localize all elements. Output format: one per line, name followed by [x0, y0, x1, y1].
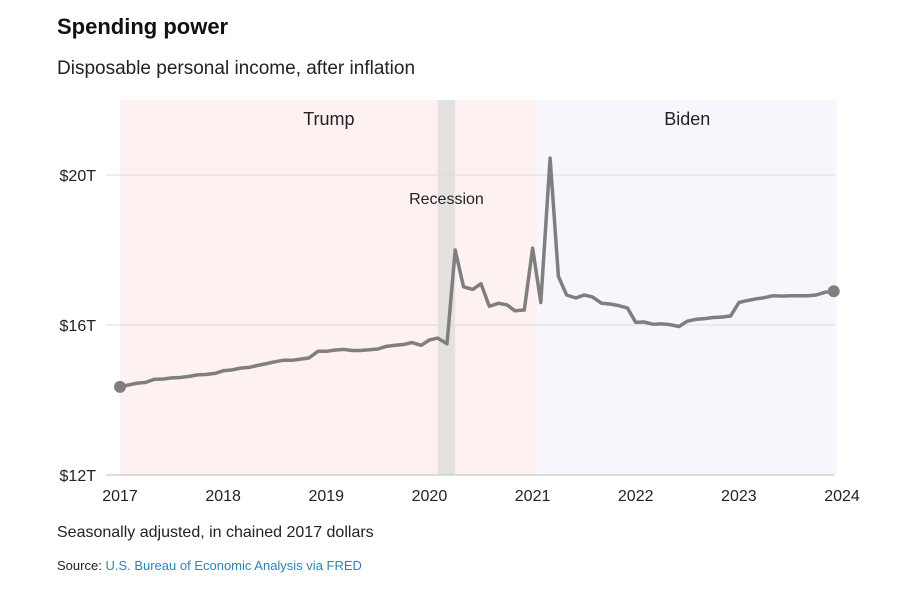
x-tick-label: 2020 — [412, 488, 448, 505]
line-chart: Trump Biden Recession $12T $16T $20T 2017 2018… — [60, 100, 860, 505]
period-band-biden — [537, 100, 837, 475]
x-tick-label: 2024 — [824, 488, 860, 505]
series-line — [118, 156, 836, 389]
x-tick-label: 2021 — [515, 488, 551, 505]
series-end-point — [827, 285, 840, 298]
recession-band-rect — [437, 100, 456, 475]
y-tick-label: $20T — [60, 168, 97, 185]
axis-labels: $12T $16T $20T 2017 2018 2019 2020 2021 2022 2023… — [60, 168, 860, 505]
recession-label: Recession — [409, 191, 484, 208]
chart-subtitle: Disposable personal income, after inflat… — [57, 58, 416, 79]
chart-source: Source: U.S. Bureau of Economic Analysis… — [57, 558, 362, 573]
chart-note: Seasonally adjusted, in chained 2017 dol… — [57, 524, 374, 541]
recession-band — [437, 100, 456, 475]
x-tick-label: 2019 — [308, 488, 344, 505]
series-start-point — [114, 380, 126, 393]
gridlines — [106, 174, 834, 476]
x-tick-label: 2018 — [205, 488, 241, 505]
y-tick-label: $12T — [60, 468, 97, 485]
period-label-trump: Trump — [303, 109, 354, 129]
period-label-biden: Biden — [664, 109, 710, 129]
x-tick-label: 2023 — [721, 488, 757, 505]
annotation-labels: Trump Biden Recession — [303, 109, 710, 208]
x-tick-label: 2017 — [102, 488, 138, 505]
source-link[interactable]: U.S. Bureau of Economic Analysis via FRE… — [105, 558, 362, 573]
chart-title: Spending power — [57, 14, 229, 39]
source-label: Source: — [57, 558, 102, 573]
y-tick-label: $16T — [60, 318, 97, 335]
x-tick-label: 2022 — [618, 488, 654, 505]
period-backgrounds — [120, 100, 837, 475]
series-line-group — [114, 156, 840, 393]
